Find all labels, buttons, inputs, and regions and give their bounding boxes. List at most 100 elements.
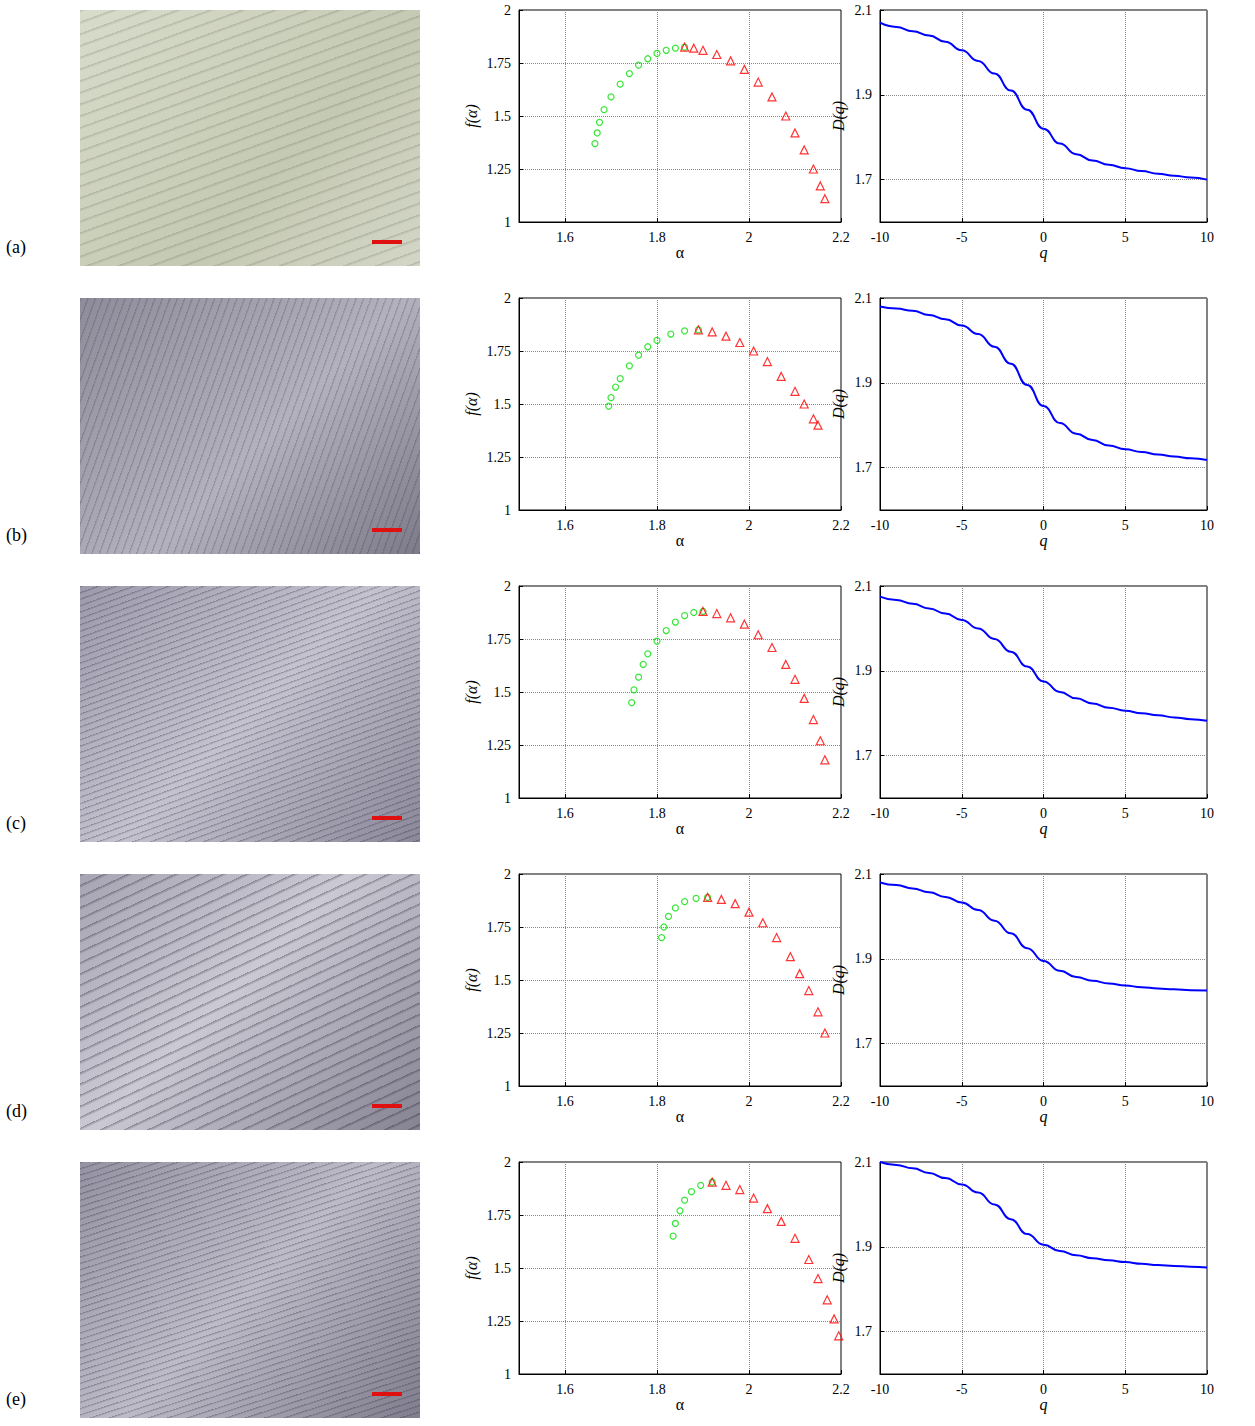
svg-text:10: 10 [1200,806,1214,821]
svg-text:2.2: 2.2 [832,518,850,533]
svg-text:2.1: 2.1 [855,579,873,594]
svg-text:1: 1 [504,1367,511,1382]
svg-text:1.8: 1.8 [648,1094,666,1109]
svg-text:f(α): f(α) [463,680,481,704]
svg-text:5: 5 [1122,1094,1129,1109]
svg-text:2.2: 2.2 [832,1382,850,1397]
svg-text:-10: -10 [871,1382,890,1397]
svg-text:1.7: 1.7 [855,172,873,187]
svg-text:5: 5 [1122,230,1129,245]
svg-text:-5: -5 [956,806,968,821]
svg-text:1.8: 1.8 [648,518,666,533]
svg-text:-5: -5 [956,518,968,533]
svg-text:1.6: 1.6 [556,230,574,245]
svg-text:f(α): f(α) [463,968,481,992]
svg-text:-10: -10 [871,230,890,245]
svg-text:1.25: 1.25 [487,738,512,753]
svg-text:2.1: 2.1 [855,867,873,882]
svg-text:(a): (a) [6,237,26,258]
svg-text:0: 0 [1040,518,1047,533]
svg-text:f(α): f(α) [463,104,481,128]
svg-text:q: q [1040,532,1048,550]
svg-text:q: q [1040,1108,1048,1126]
svg-text:10: 10 [1200,518,1214,533]
svg-text:1.75: 1.75 [487,56,512,71]
svg-text:-10: -10 [871,1094,890,1109]
svg-text:2.2: 2.2 [832,230,850,245]
svg-text:1.9: 1.9 [855,951,873,966]
svg-text:1.8: 1.8 [648,230,666,245]
svg-text:0: 0 [1040,1382,1047,1397]
svg-text:0: 0 [1040,230,1047,245]
svg-text:1.8: 1.8 [648,1382,666,1397]
svg-text:1.5: 1.5 [494,397,512,412]
svg-text:1.75: 1.75 [487,632,512,647]
svg-text:2.1: 2.1 [855,1155,873,1170]
svg-text:5: 5 [1122,518,1129,533]
svg-text:2: 2 [746,1382,753,1397]
svg-text:5: 5 [1122,1382,1129,1397]
svg-text:1.25: 1.25 [487,162,512,177]
svg-text:0: 0 [1040,806,1047,821]
svg-text:1.25: 1.25 [487,450,512,465]
svg-text:α: α [676,244,685,261]
svg-text:1.25: 1.25 [487,1314,512,1329]
svg-text:1.25: 1.25 [487,1026,512,1041]
svg-text:1.6: 1.6 [556,1382,574,1397]
svg-text:f(α): f(α) [463,1256,481,1280]
svg-text:α: α [676,532,685,549]
svg-text:q: q [1040,1396,1048,1414]
svg-text:2: 2 [504,579,511,594]
svg-text:α: α [676,820,685,837]
svg-text:1.75: 1.75 [487,920,512,935]
svg-text:-10: -10 [871,518,890,533]
svg-text:2.1: 2.1 [855,3,873,18]
svg-text:1.9: 1.9 [855,1239,873,1254]
svg-text:1: 1 [504,215,511,230]
svg-text:1.9: 1.9 [855,87,873,102]
svg-text:0: 0 [1040,1094,1047,1109]
svg-text:2: 2 [504,1155,511,1170]
svg-text:-5: -5 [956,230,968,245]
svg-text:D(q): D(q) [830,101,848,132]
svg-text:1.7: 1.7 [855,1324,873,1339]
svg-text:2: 2 [504,3,511,18]
svg-text:1.6: 1.6 [556,1094,574,1109]
svg-text:D(q): D(q) [830,965,848,996]
svg-text:2.2: 2.2 [832,806,850,821]
svg-text:1.6: 1.6 [556,518,574,533]
svg-text:1.9: 1.9 [855,663,873,678]
svg-text:D(q): D(q) [830,1253,848,1284]
svg-text:(c): (c) [6,813,26,834]
svg-text:D(q): D(q) [830,389,848,420]
svg-text:5: 5 [1122,806,1129,821]
svg-text:10: 10 [1200,1094,1214,1109]
svg-text:2.1: 2.1 [855,291,873,306]
svg-text:1.9: 1.9 [855,375,873,390]
svg-text:1.5: 1.5 [494,1261,512,1276]
svg-text:α: α [676,1396,685,1413]
svg-text:2: 2 [746,1094,753,1109]
svg-text:1.8: 1.8 [648,806,666,821]
svg-text:1.5: 1.5 [494,109,512,124]
svg-text:1.6: 1.6 [556,806,574,821]
svg-text:10: 10 [1200,230,1214,245]
svg-text:-5: -5 [956,1382,968,1397]
svg-text:2: 2 [746,806,753,821]
svg-text:f(α): f(α) [463,392,481,416]
svg-text:q: q [1040,244,1048,262]
svg-text:α: α [676,1108,685,1125]
svg-text:10: 10 [1200,1382,1214,1397]
svg-text:-10: -10 [871,806,890,821]
svg-text:1: 1 [504,1079,511,1094]
svg-text:1.7: 1.7 [855,748,873,763]
svg-text:1: 1 [504,503,511,518]
svg-text:2: 2 [746,230,753,245]
svg-text:1.7: 1.7 [855,460,873,475]
svg-text:q: q [1040,820,1048,838]
svg-text:D(q): D(q) [830,677,848,708]
svg-text:1.75: 1.75 [487,1208,512,1223]
svg-text:2: 2 [504,291,511,306]
svg-text:(b): (b) [6,525,27,546]
svg-text:-5: -5 [956,1094,968,1109]
